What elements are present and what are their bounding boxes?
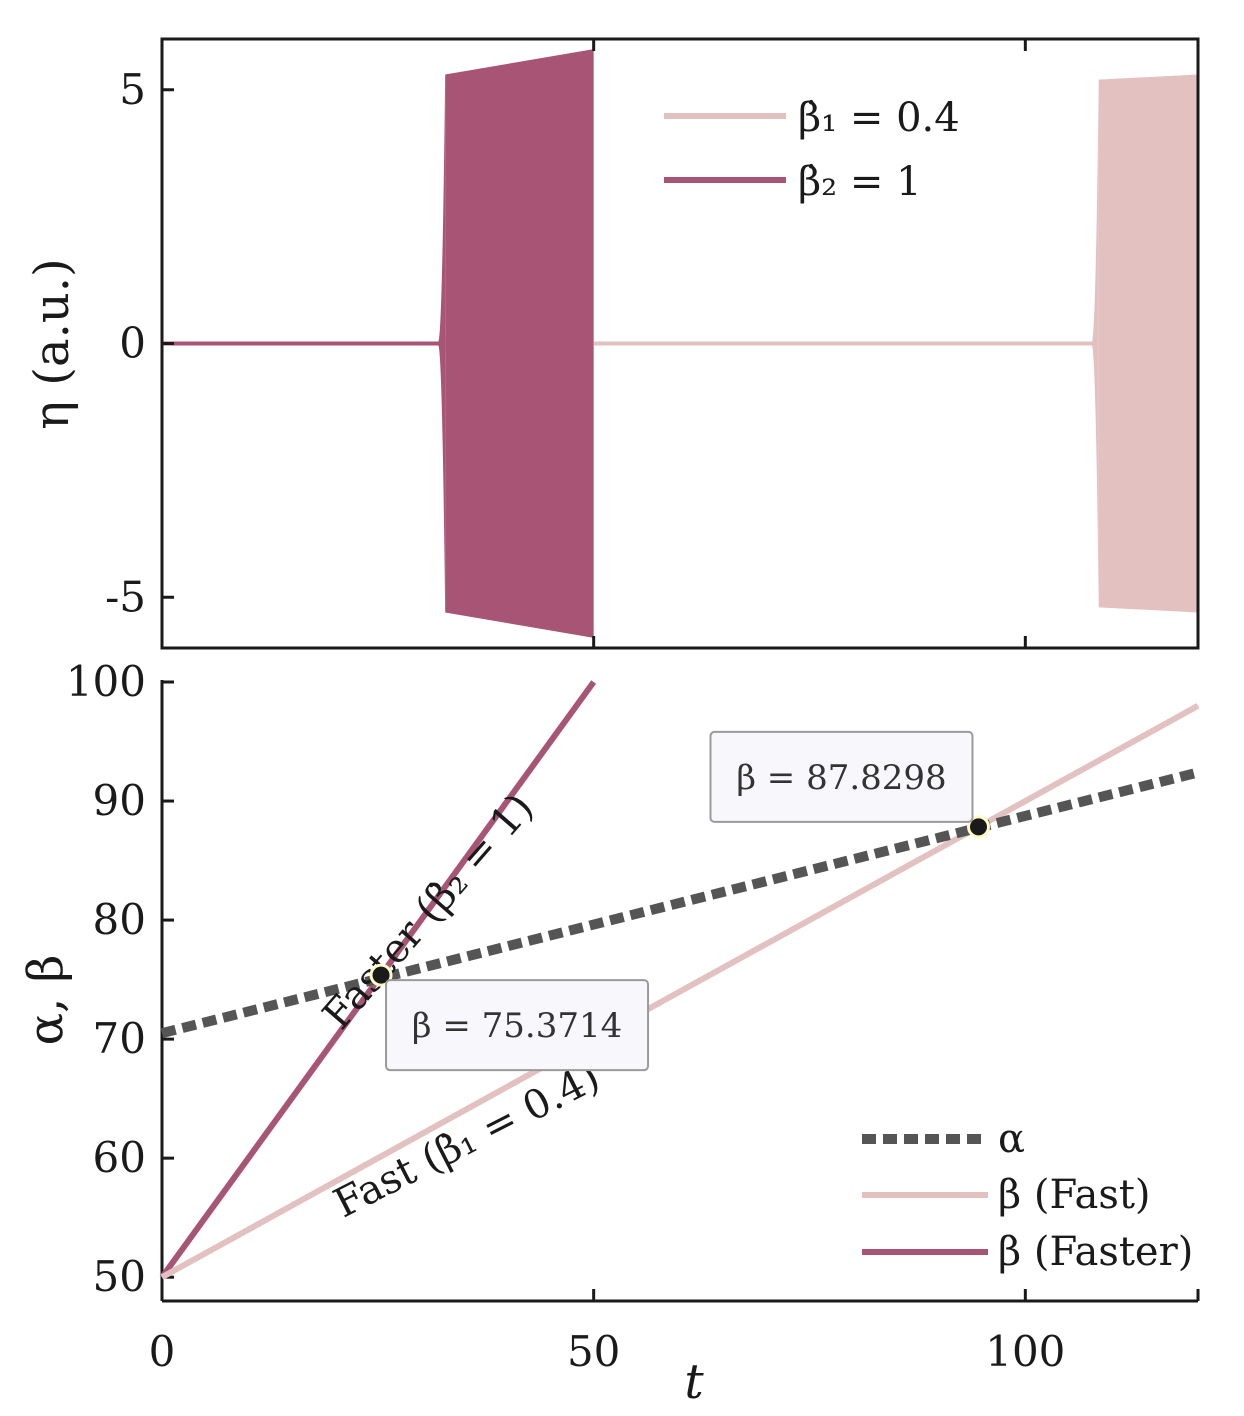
datatip-label: β = 75.3714 [412,1006,622,1046]
top-panel: 5 0 -5 η (a.u.) β̇₁ = 0.4 β̇₂ = 1 [24,37,1200,650]
datatip-marker[interactable] [966,815,990,839]
bottom-x-tick-label: 50 [567,1327,620,1376]
datatip-label: β = 87.8298 [736,758,946,798]
top-series-faster-envelope [445,49,594,638]
bottom-y-tick-label: 80 [93,895,146,944]
bottom-datatips: β = 75.3714 β = 87.8298 [369,730,990,1072]
top-series-fast-envelope [1098,74,1198,613]
top-series-fast-flare [1091,79,1099,608]
bottom-legend-label-alpha: α [998,1116,1025,1162]
bottom-ticks [160,680,1200,1301]
bottom-legend-label-fast: β (Fast) [998,1172,1151,1218]
bottom-series-line-fast [160,703,1200,1280]
top-y-axis-label: η (a.u.) [24,258,80,430]
top-ticks [160,39,1027,648]
top-plot-area [162,49,1198,638]
bottom-y-tick-label: 100 [66,657,146,706]
bottom-x-tick-label: 100 [985,1327,1065,1376]
datatip-box [385,979,650,1072]
top-y-tick-labels: 5 0 -5 [105,65,146,622]
top-y-tick-label: 5 [119,65,146,114]
top-legend-label-faster: β̇₂ = 1 [798,159,922,205]
top-series-faster-flare [438,74,446,613]
top-y-tick-label: 0 [119,319,146,368]
top-legend-label-fast: β̇₁ = 0.4 [798,95,960,141]
bottom-y-tick-label: 60 [93,1133,146,1182]
bottom-series-line-alpha [160,767,1200,1039]
bottom-x-tick-label: 0 [149,1327,176,1376]
bottom-legend: α β (Fast) β (Faster) [862,1116,1193,1275]
datatip-marker[interactable] [369,963,393,987]
bottom-x-axis-label: t [684,1354,704,1410]
datatip-box [709,730,974,823]
bottom-y-tick-label: 70 [93,1014,146,1063]
bottom-y-tick-label: 50 [93,1252,146,1301]
bottom-legend-label-faster: β (Faster) [998,1229,1193,1275]
bottom-y-tick-label: 90 [93,776,146,825]
top-y-tick-label: -5 [105,572,146,621]
bottom-y-axis-label: α, β [18,955,74,1046]
top-legend: β̇₁ = 0.4 β̇₂ = 1 [664,95,960,205]
